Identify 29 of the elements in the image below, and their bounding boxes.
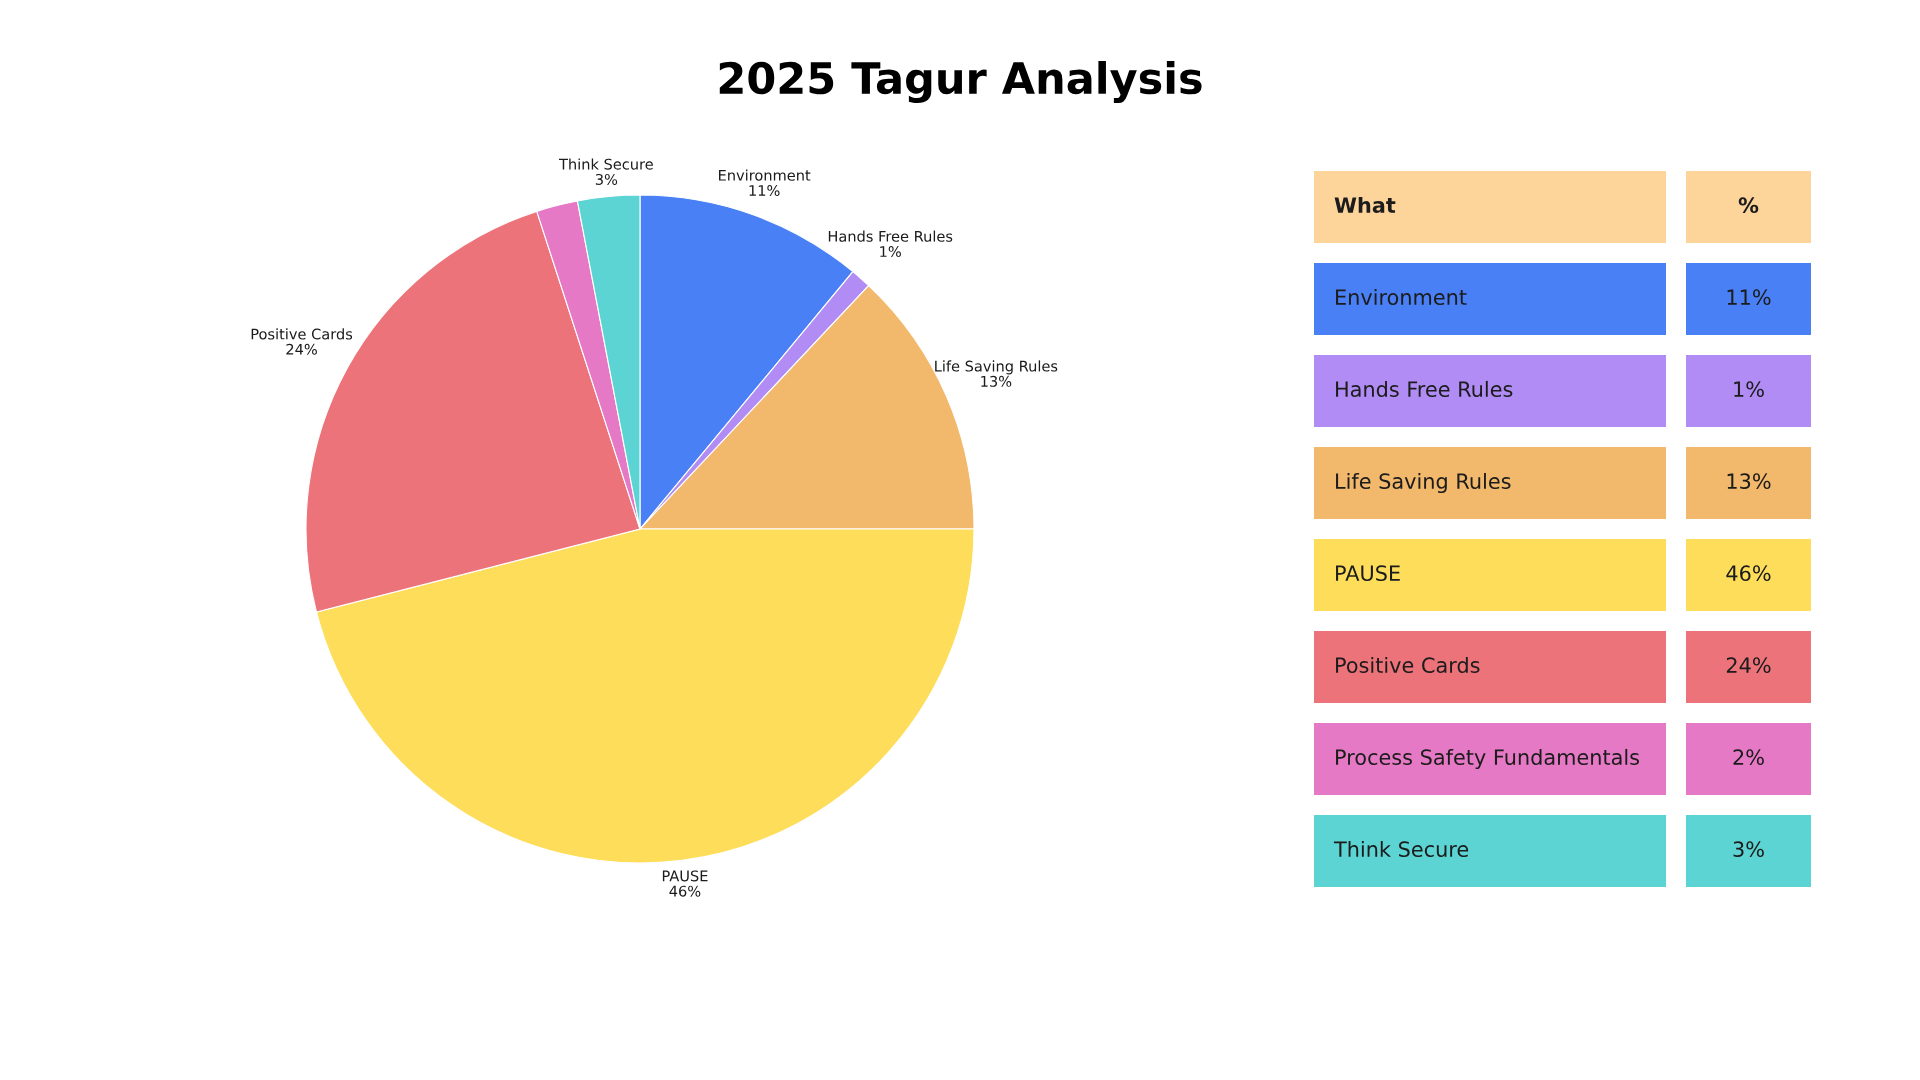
text: 46%: [1726, 565, 1771, 582]
category-label: Hands Free Rules: [1336, 380, 1513, 398]
data-label: 24%: [286, 343, 317, 355]
chart-title: 2025 Tagur Analysis: [719, 61, 1202, 103]
category-label: PAUSE: [1336, 565, 1400, 582]
text: 2%: [1733, 749, 1764, 766]
text: 13%: [1727, 473, 1771, 490]
slice-label: PAUSE: [662, 870, 708, 882]
category-label: Life Saving Rules: [1336, 472, 1511, 494]
data-label: 46%: [669, 885, 701, 897]
text: 3%: [1733, 841, 1764, 858]
slice-label: Hands Free Rules: [828, 230, 953, 242]
data-label: 3%: [595, 173, 618, 185]
data-label: 13%: [981, 375, 1012, 387]
text: What: [1334, 196, 1396, 214]
category-label: Positive Cards: [1336, 656, 1480, 674]
text: %: [1738, 197, 1759, 214]
category-label: Process Safety Fundamentals: [1336, 748, 1640, 770]
text: 24%: [1726, 657, 1771, 674]
category-label: Environment: [1336, 288, 1467, 306]
slice-label: Positive Cards: [251, 328, 353, 340]
data-label: 1%: [880, 246, 901, 258]
slice-label: Environment: [719, 169, 811, 181]
data-label: 11%: [749, 184, 780, 197]
text: 1%: [1734, 381, 1764, 398]
text: 11%: [1727, 289, 1771, 306]
category-label: Think Secure: [1333, 840, 1469, 858]
slice-label: Life Saving Rules: [935, 360, 1058, 375]
slice-label: Think Secure: [558, 158, 653, 170]
